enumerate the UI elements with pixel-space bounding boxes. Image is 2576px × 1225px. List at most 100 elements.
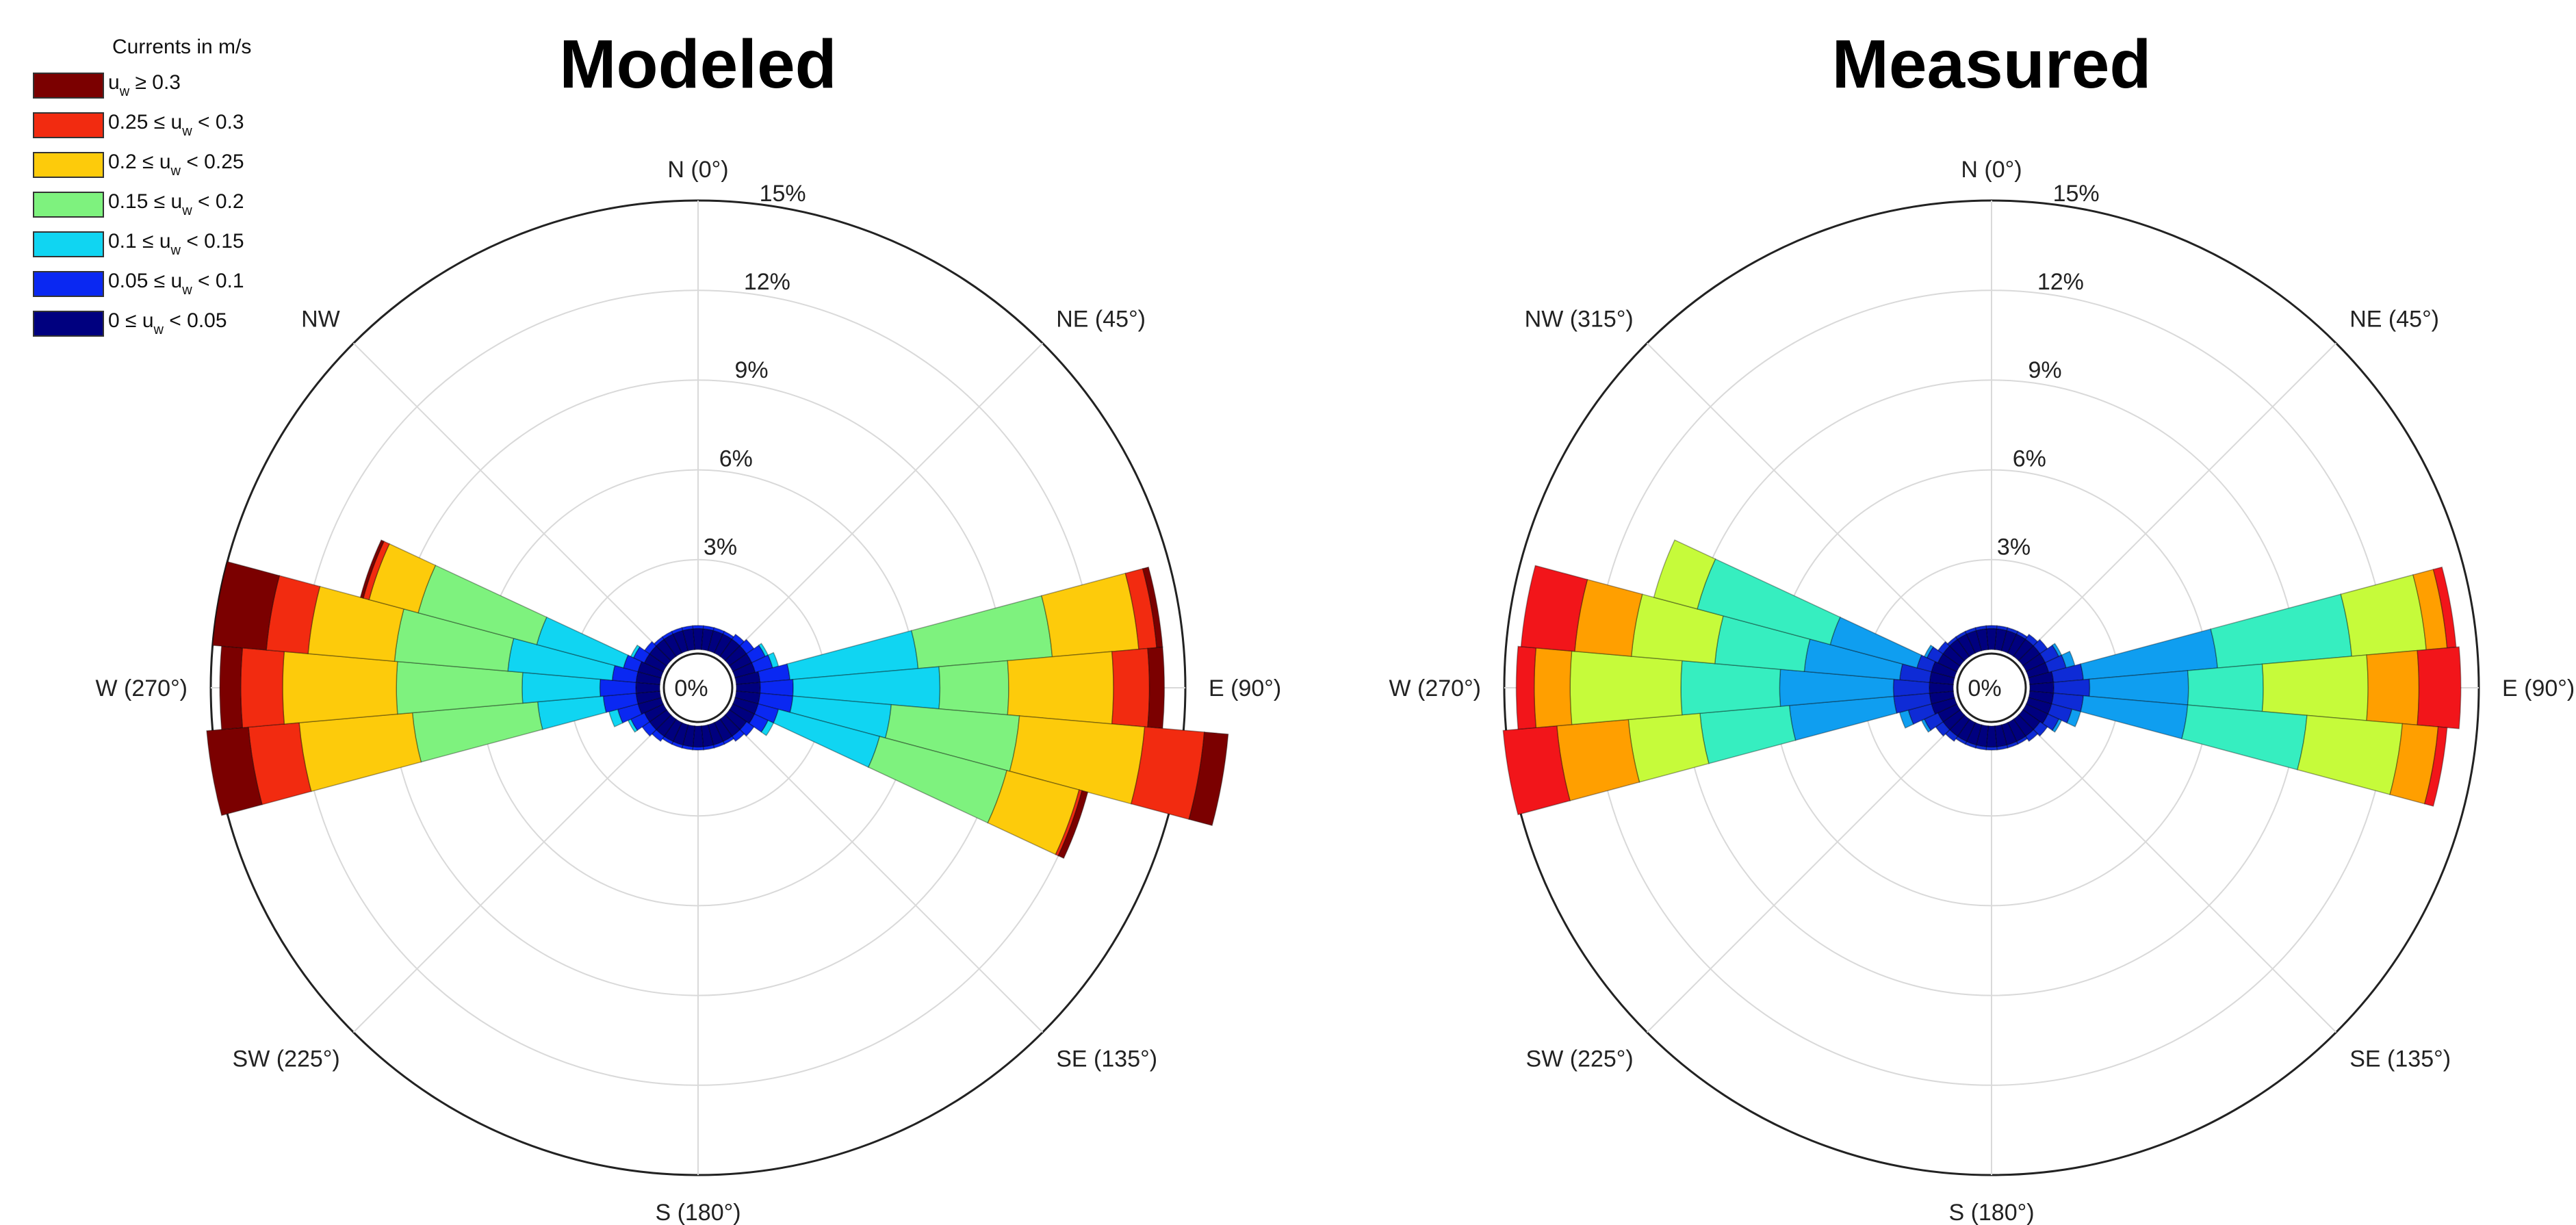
sector-segment [1515, 645, 1537, 730]
sector-segment [1147, 646, 1165, 730]
sector-segment [2210, 593, 2353, 669]
sector-segment [282, 651, 398, 725]
direction-label: SW (225°) [1526, 1046, 1634, 1072]
sector-segment [1055, 789, 1083, 857]
sector-segment [2261, 654, 2369, 721]
legend-entry: 0.2 ≤ uw < 0.25 [33, 145, 307, 185]
sector-segment [739, 721, 755, 737]
sector-segment [1964, 627, 1977, 635]
legend-swatch [33, 192, 104, 218]
ring-label: 6% [2013, 446, 2046, 472]
measured-sectors [1502, 539, 2462, 816]
sector-segment [2000, 721, 2018, 746]
sector-segment [2000, 630, 2018, 654]
sector-segment [707, 630, 724, 654]
sector-segment [219, 645, 244, 730]
measured-title: Measured [1832, 26, 2152, 103]
grid-spoke [352, 342, 672, 662]
grid-spoke [352, 714, 672, 1033]
sector-segment [417, 565, 548, 645]
sector-segment [1569, 650, 1683, 725]
ring-label: 12% [744, 269, 790, 295]
sector-segment [748, 713, 769, 733]
modeled-labels: 0% 3% 6% 9% 12% 15% N (0°) NE (45°) E (90°) SE (1… [95, 157, 1281, 1225]
sector-segment [2389, 723, 2439, 805]
sector-segment [359, 539, 385, 599]
sector-segment [2340, 574, 2427, 657]
ring-label: 6% [719, 446, 753, 472]
sector-segment [2066, 708, 2082, 727]
sector-segment [661, 630, 674, 641]
direction-label: SE (135°) [2349, 1046, 2451, 1072]
grid-spoke [2018, 342, 2337, 662]
sector-segment [1964, 740, 1977, 749]
legend-title: Currents in m/s [112, 36, 252, 58]
sector-segment [1974, 625, 1987, 632]
measured-labels: 0% 3% 6% 9% 12% 15% N (0°) NE (45°) E (90°) SE (1… [1389, 157, 2575, 1225]
direction-label: S (180°) [1948, 1200, 2034, 1225]
sector-segment [681, 744, 694, 751]
sector-segment [2028, 671, 2055, 685]
sector-segment [1057, 790, 1089, 860]
sector-segment [2024, 633, 2039, 647]
legend-entry: uw ≥ 0.3 [33, 66, 307, 105]
sector-segment [2050, 693, 2085, 712]
sector-segment [734, 671, 761, 685]
direction-label: NE (45°) [2349, 307, 2439, 333]
sector-segment [671, 627, 684, 635]
ring-label: 0% [1968, 675, 2001, 701]
sector-segment [1627, 712, 1710, 783]
sector-segment [884, 704, 1020, 772]
sector-segment [731, 729, 745, 743]
sector-segment [2025, 697, 2052, 715]
center-hole [1956, 652, 2027, 723]
sector-segment [2089, 670, 2189, 706]
sector-segment [643, 653, 668, 673]
sector-segment [712, 740, 725, 749]
modeled-title: Modeled [559, 26, 837, 103]
legend-swatch [33, 271, 104, 297]
sector-segment [368, 543, 437, 614]
sector-segment [2013, 639, 2035, 662]
grid-spoke [2018, 714, 2337, 1033]
sector-segment [759, 679, 794, 697]
sector-segment [1697, 558, 1841, 645]
sector-segment [536, 616, 629, 669]
grid-spoke [1646, 714, 1966, 1033]
legend-swatch [33, 112, 104, 138]
sector-segment [1520, 565, 1588, 652]
sector-segment [732, 662, 756, 679]
sector-segment [2006, 740, 2019, 749]
sector-segment [608, 708, 623, 727]
sector-segment [2025, 662, 2050, 679]
sector-segment [1937, 641, 1950, 655]
legend-swatch [33, 73, 104, 99]
sector-segment [2006, 627, 2019, 635]
legend: Currents in m/s uw ≥ 0.3 0.25 ≤ uw < 0.3 0… [33, 36, 307, 344]
legend-entry: 0.25 ≤ uw < 0.3 [33, 105, 307, 145]
legend-entry: 0.05 ≤ uw < 0.1 [33, 264, 307, 304]
grid-spoke [1646, 342, 1966, 662]
sector-segment [643, 641, 657, 655]
sector-segment [1502, 725, 1571, 816]
sector-segment [758, 643, 769, 658]
sector-segment [1985, 746, 1998, 751]
direction-label: W (270°) [1389, 675, 1481, 701]
direction-label: SW (225°) [233, 1046, 340, 1072]
sector-segment [1994, 724, 2008, 748]
sector-segment [1929, 691, 1955, 705]
sector-segment [2033, 721, 2048, 737]
legend-swatch [33, 311, 104, 337]
direction-label: E (90°) [2502, 675, 2575, 701]
sector-segment [211, 560, 281, 651]
sector-segment [1556, 719, 1640, 801]
sector-segment [2051, 718, 2063, 733]
sector-segment [1996, 744, 2009, 751]
sector-segment [760, 719, 775, 736]
legend-label: 0.15 ≤ uw < 0.2 [108, 190, 244, 218]
direction-label: NW (315°) [1525, 307, 1634, 333]
sector-segment [2432, 566, 2457, 649]
ring-label: 0% [674, 675, 708, 701]
sector-segment [1680, 660, 1781, 716]
